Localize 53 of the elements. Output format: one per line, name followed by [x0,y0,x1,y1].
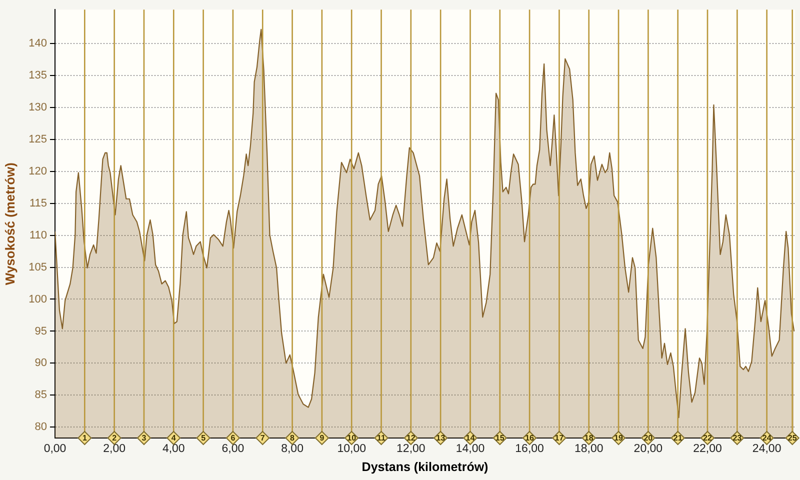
x-axis-title: Dystans (kilometrów) [362,460,488,474]
ref-line-label: 1 [82,434,88,443]
ref-line-label: 21 [673,434,683,443]
y-tick-label: 90 [34,357,47,370]
ref-line-label: 3 [142,434,147,443]
ref-line-label: 6 [230,434,236,443]
x-tick-label: 4,00 [162,443,185,456]
ref-line-label: 15 [495,434,505,443]
ref-line-label: 19 [614,434,624,443]
y-tick-label: 135 [28,69,47,82]
ref-line-label: 16 [525,434,535,443]
y-axis-title: Wysokość (metrów) [2,162,18,286]
x-tick-label: 8,00 [281,443,304,456]
ref-line-label: 25 [788,434,798,443]
x-tick-label: 20,00 [634,443,663,456]
ref-line-label: 10 [347,434,357,443]
x-tick-label: 6,00 [222,443,244,456]
ref-line-label: 14 [466,434,476,443]
x-tick-label: 12,00 [396,443,426,456]
ref-line-label: 7 [260,434,266,443]
y-tick-label: 110 [29,229,47,242]
x-tick-label: 16,00 [515,443,544,456]
y-tick-label: 120 [28,165,47,178]
x-tick-label: 2,00 [103,443,126,456]
ref-line-label: 8 [290,434,296,443]
y-tick-label: 80 [34,421,47,434]
ref-line-label: 11 [377,434,386,443]
ref-line-label: 17 [554,434,564,443]
ref-line-label: 18 [584,434,594,443]
y-tick-label: 85 [34,389,47,402]
y-tick-label: 125 [28,133,47,146]
x-tick-label: 22,00 [693,443,722,456]
ref-line-label: 22 [703,434,712,443]
y-tick-label: 100 [28,293,47,306]
y-tick-label: 115 [29,197,47,210]
x-tick-label: 18,00 [574,443,604,456]
ref-line-label: 9 [320,434,325,443]
ref-line-label: 2 [112,434,118,443]
y-tick-label: 130 [28,101,47,114]
y-tick-label: 140 [28,38,47,50]
ref-line-label: 20 [644,434,654,443]
x-tick-label: 24,00 [752,443,782,456]
ref-line-label: 24 [762,434,772,443]
ref-line-label: 4 [171,434,176,443]
y-tick-label: 95 [34,325,47,338]
ref-line-label: 23 [732,434,742,443]
ref-line-label: 5 [201,434,206,443]
x-tick-label: 0,00 [44,443,66,456]
y-tick-label: 105 [28,261,47,274]
x-tick-label: 10,00 [337,443,366,456]
ref-line-label: 13 [436,434,446,443]
ref-line-label: 12 [406,434,416,443]
x-tick-label: 14,00 [456,443,485,456]
